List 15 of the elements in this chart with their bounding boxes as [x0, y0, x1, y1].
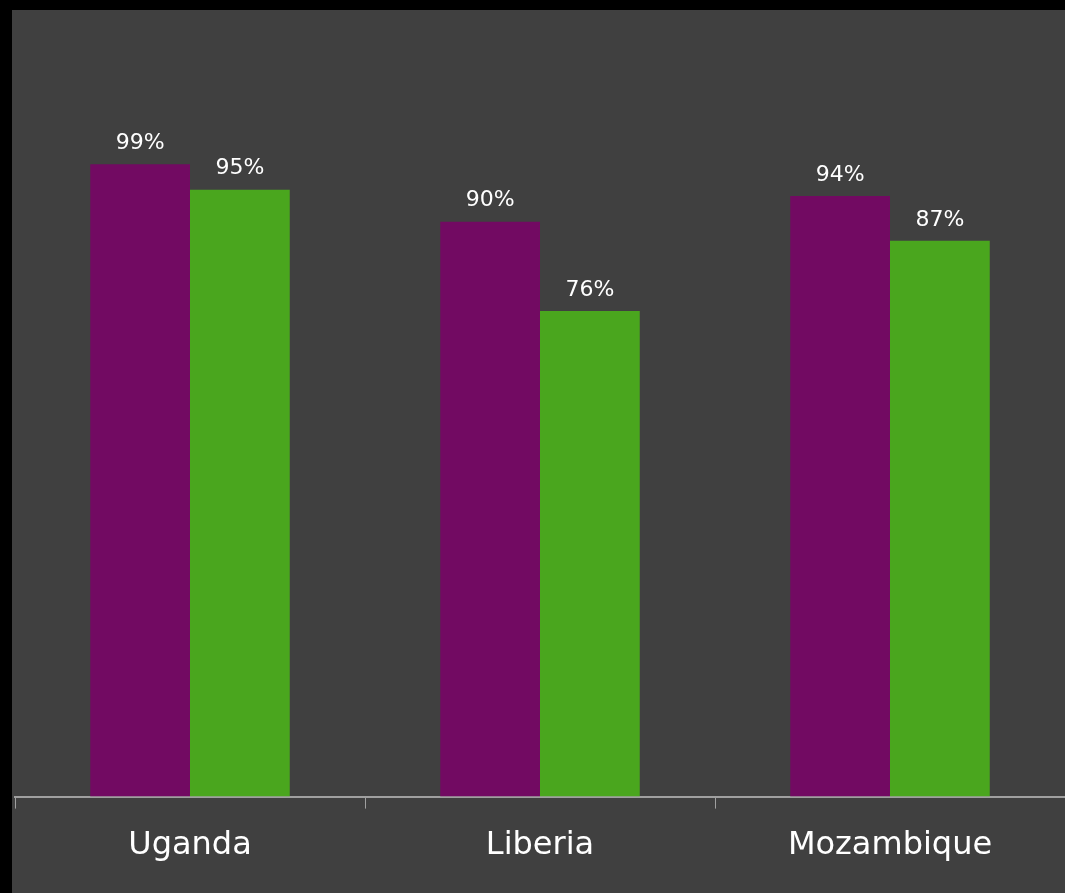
bar [540, 311, 640, 797]
x-tick-label: Uganda [128, 824, 252, 863]
bar [440, 221, 540, 797]
bar [90, 164, 190, 797]
data-label: 99% [115, 128, 165, 154]
bar [790, 196, 890, 797]
data-label: 87% [915, 205, 965, 231]
x-tick-label: Liberia [485, 824, 595, 863]
data-label: 94% [815, 160, 865, 186]
bar [890, 240, 990, 797]
bar [190, 189, 290, 797]
data-label: 95% [215, 154, 265, 180]
x-tick-label: Mozambique [787, 824, 993, 863]
data-label: 90% [465, 186, 515, 212]
data-label: 76% [565, 275, 615, 301]
